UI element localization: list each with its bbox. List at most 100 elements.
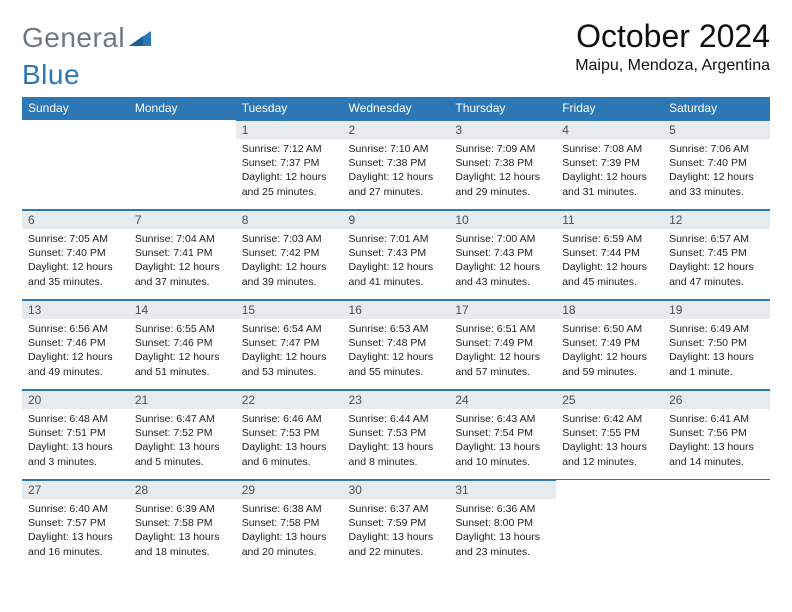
day-details: Sunrise: 6:56 AMSunset: 7:46 PMDaylight:…	[22, 319, 129, 385]
day-details: Sunrise: 6:59 AMSunset: 7:44 PMDaylight:…	[556, 229, 663, 295]
day-cell: 25Sunrise: 6:42 AMSunset: 7:55 PMDayligh…	[556, 390, 663, 480]
day-number: 25	[556, 390, 663, 409]
day-number: 4	[556, 120, 663, 139]
day-cell: 19Sunrise: 6:49 AMSunset: 7:50 PMDayligh…	[663, 300, 770, 390]
day-details: Sunrise: 6:57 AMSunset: 7:45 PMDaylight:…	[663, 229, 770, 295]
day-details: Sunrise: 7:03 AMSunset: 7:42 PMDaylight:…	[236, 229, 343, 295]
month-title: October 2024	[575, 18, 770, 55]
day-details: Sunrise: 6:50 AMSunset: 7:49 PMDaylight:…	[556, 319, 663, 385]
day-number: 21	[129, 390, 236, 409]
day-number: 10	[449, 210, 556, 229]
day-number: 26	[663, 390, 770, 409]
day-number: 9	[343, 210, 450, 229]
day-cell: 26Sunrise: 6:41 AMSunset: 7:56 PMDayligh…	[663, 390, 770, 480]
day-cell: 27Sunrise: 6:40 AMSunset: 7:57 PMDayligh…	[22, 480, 129, 570]
day-number: 13	[22, 300, 129, 319]
weekday-header: Wednesday	[343, 97, 450, 120]
logo: General	[22, 22, 155, 54]
day-details: Sunrise: 7:09 AMSunset: 7:38 PMDaylight:…	[449, 139, 556, 205]
empty-cell	[129, 120, 236, 210]
day-cell: 16Sunrise: 6:53 AMSunset: 7:48 PMDayligh…	[343, 300, 450, 390]
calendar-row: 1Sunrise: 7:12 AMSunset: 7:37 PMDaylight…	[22, 120, 770, 210]
day-details: Sunrise: 6:47 AMSunset: 7:52 PMDaylight:…	[129, 409, 236, 475]
calendar-weekday-header: SundayMondayTuesdayWednesdayThursdayFrid…	[22, 97, 770, 120]
day-number: 18	[556, 300, 663, 319]
day-number: 1	[236, 120, 343, 139]
day-cell: 8Sunrise: 7:03 AMSunset: 7:42 PMDaylight…	[236, 210, 343, 300]
location: Maipu, Mendoza, Argentina	[575, 57, 770, 75]
day-number: 29	[236, 480, 343, 499]
day-cell: 23Sunrise: 6:44 AMSunset: 7:53 PMDayligh…	[343, 390, 450, 480]
day-details: Sunrise: 6:43 AMSunset: 7:54 PMDaylight:…	[449, 409, 556, 475]
empty-cell	[663, 480, 770, 570]
empty-cell	[556, 480, 663, 570]
calendar-body: 1Sunrise: 7:12 AMSunset: 7:37 PMDaylight…	[22, 120, 770, 570]
day-details: Sunrise: 6:44 AMSunset: 7:53 PMDaylight:…	[343, 409, 450, 475]
day-cell: 18Sunrise: 6:50 AMSunset: 7:49 PMDayligh…	[556, 300, 663, 390]
day-details: Sunrise: 7:10 AMSunset: 7:38 PMDaylight:…	[343, 139, 450, 205]
day-number: 7	[129, 210, 236, 229]
calendar-table: SundayMondayTuesdayWednesdayThursdayFrid…	[22, 97, 770, 570]
day-details: Sunrise: 6:46 AMSunset: 7:53 PMDaylight:…	[236, 409, 343, 475]
calendar-row: 13Sunrise: 6:56 AMSunset: 7:46 PMDayligh…	[22, 300, 770, 390]
day-cell: 17Sunrise: 6:51 AMSunset: 7:49 PMDayligh…	[449, 300, 556, 390]
day-details: Sunrise: 7:00 AMSunset: 7:43 PMDaylight:…	[449, 229, 556, 295]
calendar-row: 27Sunrise: 6:40 AMSunset: 7:57 PMDayligh…	[22, 480, 770, 570]
day-details: Sunrise: 7:05 AMSunset: 7:40 PMDaylight:…	[22, 229, 129, 295]
day-details: Sunrise: 7:01 AMSunset: 7:43 PMDaylight:…	[343, 229, 450, 295]
weekday-header: Tuesday	[236, 97, 343, 120]
day-number: 30	[343, 480, 450, 499]
day-cell: 3Sunrise: 7:09 AMSunset: 7:38 PMDaylight…	[449, 120, 556, 210]
day-cell: 1Sunrise: 7:12 AMSunset: 7:37 PMDaylight…	[236, 120, 343, 210]
day-number: 12	[663, 210, 770, 229]
weekday-header: Sunday	[22, 97, 129, 120]
day-cell: 15Sunrise: 6:54 AMSunset: 7:47 PMDayligh…	[236, 300, 343, 390]
day-number: 15	[236, 300, 343, 319]
day-number: 24	[449, 390, 556, 409]
day-number: 14	[129, 300, 236, 319]
day-number: 28	[129, 480, 236, 499]
title-block: October 2024 Maipu, Mendoza, Argentina	[575, 18, 770, 75]
day-details: Sunrise: 6:55 AMSunset: 7:46 PMDaylight:…	[129, 319, 236, 385]
day-cell: 13Sunrise: 6:56 AMSunset: 7:46 PMDayligh…	[22, 300, 129, 390]
day-cell: 30Sunrise: 6:37 AMSunset: 7:59 PMDayligh…	[343, 480, 450, 570]
day-cell: 6Sunrise: 7:05 AMSunset: 7:40 PMDaylight…	[22, 210, 129, 300]
day-number: 6	[22, 210, 129, 229]
day-cell: 5Sunrise: 7:06 AMSunset: 7:40 PMDaylight…	[663, 120, 770, 210]
day-number: 17	[449, 300, 556, 319]
day-number: 5	[663, 120, 770, 139]
day-details: Sunrise: 7:06 AMSunset: 7:40 PMDaylight:…	[663, 139, 770, 205]
day-details: Sunrise: 6:37 AMSunset: 7:59 PMDaylight:…	[343, 499, 450, 565]
day-number: 20	[22, 390, 129, 409]
weekday-header: Monday	[129, 97, 236, 120]
day-number: 16	[343, 300, 450, 319]
day-cell: 4Sunrise: 7:08 AMSunset: 7:39 PMDaylight…	[556, 120, 663, 210]
day-cell: 28Sunrise: 6:39 AMSunset: 7:58 PMDayligh…	[129, 480, 236, 570]
day-cell: 11Sunrise: 6:59 AMSunset: 7:44 PMDayligh…	[556, 210, 663, 300]
weekday-header: Friday	[556, 97, 663, 120]
day-details: Sunrise: 6:48 AMSunset: 7:51 PMDaylight:…	[22, 409, 129, 475]
day-number: 2	[343, 120, 450, 139]
day-cell: 10Sunrise: 7:00 AMSunset: 7:43 PMDayligh…	[449, 210, 556, 300]
logo-text-general: General	[22, 22, 125, 54]
day-cell: 12Sunrise: 6:57 AMSunset: 7:45 PMDayligh…	[663, 210, 770, 300]
day-cell: 24Sunrise: 6:43 AMSunset: 7:54 PMDayligh…	[449, 390, 556, 480]
day-cell: 9Sunrise: 7:01 AMSunset: 7:43 PMDaylight…	[343, 210, 450, 300]
day-details: Sunrise: 6:36 AMSunset: 8:00 PMDaylight:…	[449, 499, 556, 565]
day-details: Sunrise: 6:51 AMSunset: 7:49 PMDaylight:…	[449, 319, 556, 385]
day-number: 31	[449, 480, 556, 499]
day-number: 11	[556, 210, 663, 229]
weekday-header: Saturday	[663, 97, 770, 120]
day-number: 22	[236, 390, 343, 409]
day-details: Sunrise: 6:41 AMSunset: 7:56 PMDaylight:…	[663, 409, 770, 475]
day-cell: 20Sunrise: 6:48 AMSunset: 7:51 PMDayligh…	[22, 390, 129, 480]
day-details: Sunrise: 6:54 AMSunset: 7:47 PMDaylight:…	[236, 319, 343, 385]
empty-cell	[22, 120, 129, 210]
day-number: 27	[22, 480, 129, 499]
day-number: 8	[236, 210, 343, 229]
day-details: Sunrise: 7:12 AMSunset: 7:37 PMDaylight:…	[236, 139, 343, 205]
day-details: Sunrise: 6:49 AMSunset: 7:50 PMDaylight:…	[663, 319, 770, 385]
logo-icon	[129, 29, 153, 52]
day-number: 3	[449, 120, 556, 139]
day-cell: 7Sunrise: 7:04 AMSunset: 7:41 PMDaylight…	[129, 210, 236, 300]
